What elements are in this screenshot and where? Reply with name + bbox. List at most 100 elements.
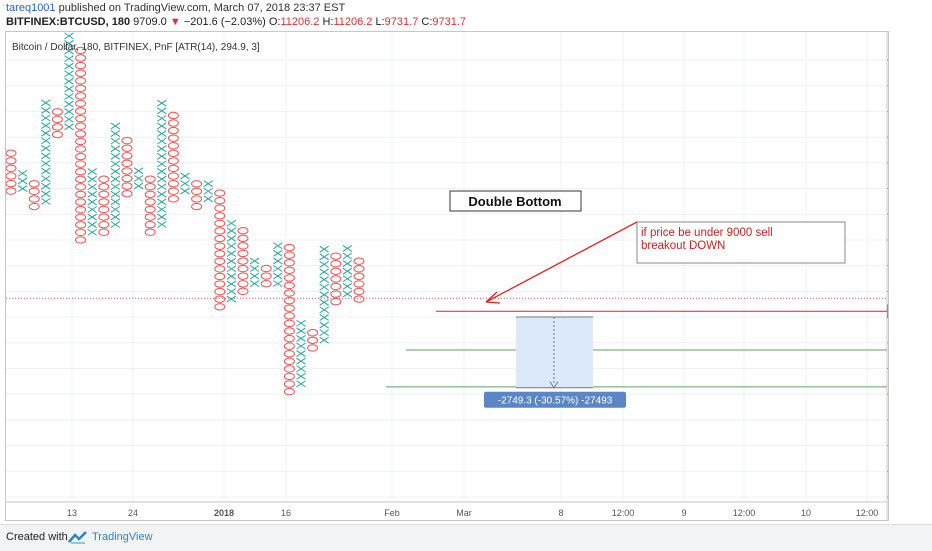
pnf-o-mark [214, 212, 226, 220]
pnf-o-mark [121, 189, 133, 198]
pnf-o-mark [283, 334, 295, 343]
x-tick-label: Feb [384, 508, 400, 518]
pnf-o-column [353, 257, 365, 303]
pnf-x-mark [87, 221, 97, 229]
pnf-o-mark [283, 259, 295, 267]
pnf-o-mark [75, 236, 87, 244]
pnf-x-mark [64, 108, 74, 116]
pnf-o-mark [167, 119, 179, 127]
pnf-x-mark [180, 187, 190, 195]
pnf-o-mark [283, 319, 295, 328]
pnf-x-mark [157, 152, 167, 160]
pnf-x-mark [110, 221, 121, 228]
pnf-o-mark [353, 272, 365, 281]
note-arrow-line [485, 221, 638, 303]
pnf-x-mark [203, 180, 213, 188]
pnf-o-mark [75, 114, 87, 123]
pnf-o-mark [191, 180, 203, 188]
pnf-x-mark [157, 99, 167, 107]
pnf-o-mark [283, 357, 295, 365]
pnf-o-mark [75, 46, 87, 55]
x-tick-label: 10 [801, 508, 811, 518]
pnf-x-mark [273, 265, 283, 272]
tradingview-link[interactable]: TradingView [92, 531, 153, 543]
note-arrow-head-icon [485, 291, 501, 304]
pnf-x-mark [319, 298, 329, 306]
pnf-chart[interactable]: -2749.3 (-30.57%) -27493 Double Bottom if … [5, 32, 932, 520]
measure-arrow-icon [549, 381, 559, 389]
low-value: 9731.7 [384, 16, 419, 28]
pnf-o-mark [283, 266, 295, 275]
pnf-o-mark [353, 280, 365, 288]
pnf-x-mark [296, 372, 306, 380]
pnf-x-mark [296, 365, 306, 373]
pnf-x-mark [64, 32, 74, 40]
pnf-o-mark [283, 327, 295, 335]
close-value: 9731.7 [432, 16, 467, 28]
pnf-o-mark [237, 257, 249, 265]
pnf-o-mark [51, 115, 63, 124]
pnf-x-column [64, 32, 74, 131]
pnf-x-mark [110, 137, 121, 145]
pnf-x-mark [157, 221, 167, 228]
pnf-o-mark [214, 265, 226, 273]
pnf-x-mark [64, 55, 74, 63]
open-label: O: [268, 16, 281, 28]
pnf-x-mark [226, 288, 237, 295]
pnf-x-mark [64, 62, 74, 70]
pnf-x-mark [296, 357, 306, 365]
pnf-o-mark [5, 157, 17, 165]
pnf-o-mark [144, 213, 156, 221]
pnf-x-mark [319, 283, 329, 291]
pnf-x-mark [157, 175, 167, 183]
pnf-o-mark [167, 164, 179, 173]
pnf-o-mark [121, 152, 133, 160]
pnf-x-mark [41, 152, 51, 160]
pnf-x-mark [41, 190, 51, 198]
pnf-x-mark [157, 213, 167, 221]
pnf-o-mark [75, 183, 87, 191]
pnf-o-mark [283, 251, 295, 259]
pnf-o-column [167, 111, 179, 203]
pnf-x-mark [273, 257, 283, 265]
pnf-x-mark [110, 213, 121, 221]
pnf-o-mark [330, 290, 342, 298]
pnf-x-mark [342, 290, 353, 298]
pnf-o-mark [121, 167, 133, 175]
pnf-x-mark [203, 187, 213, 195]
pnf-x-mark [319, 245, 329, 253]
pnf-o-mark [283, 281, 295, 290]
pnf-x-column [342, 245, 353, 298]
note-line-2: breakout DOWN [641, 240, 725, 252]
pnf-o-mark [75, 61, 87, 70]
pnf-x-column [226, 219, 237, 303]
pnf-x-mark [342, 282, 353, 290]
tradingview-logo-icon[interactable] [68, 530, 88, 544]
pnf-x-mark [203, 195, 213, 203]
author-link[interactable]: tareq1001 [6, 2, 56, 14]
pnf-x-mark [342, 260, 353, 268]
pnf-x-mark [17, 185, 28, 192]
created-with-text: Created with [6, 531, 68, 543]
pnf-o-mark [51, 130, 63, 139]
pnf-o-mark [214, 280, 226, 288]
chart-container[interactable]: -2749.3 (-30.57%) -27493 Double Bottom if … [5, 31, 932, 521]
pnf-x-mark [64, 123, 74, 131]
pnf-x-mark [110, 160, 121, 168]
pnf-x-mark [319, 306, 329, 314]
pnf-x-mark [342, 275, 353, 283]
pnf-x-mark [273, 280, 283, 288]
pnf-x-mark [41, 122, 51, 129]
pnf-o-mark [237, 249, 249, 258]
pnf-x-column [87, 168, 97, 236]
pnf-x-mark [110, 175, 121, 183]
pnf-o-mark [283, 387, 295, 396]
pnf-o-mark [167, 179, 179, 188]
pnf-o-mark [144, 220, 156, 229]
pnf-o-mark [75, 54, 87, 62]
pnf-o-mark [167, 111, 179, 120]
pnf-o-mark [144, 205, 156, 214]
pnf-x-mark [273, 249, 283, 257]
pnf-x-mark [64, 115, 74, 123]
pnf-x-mark [17, 169, 28, 177]
